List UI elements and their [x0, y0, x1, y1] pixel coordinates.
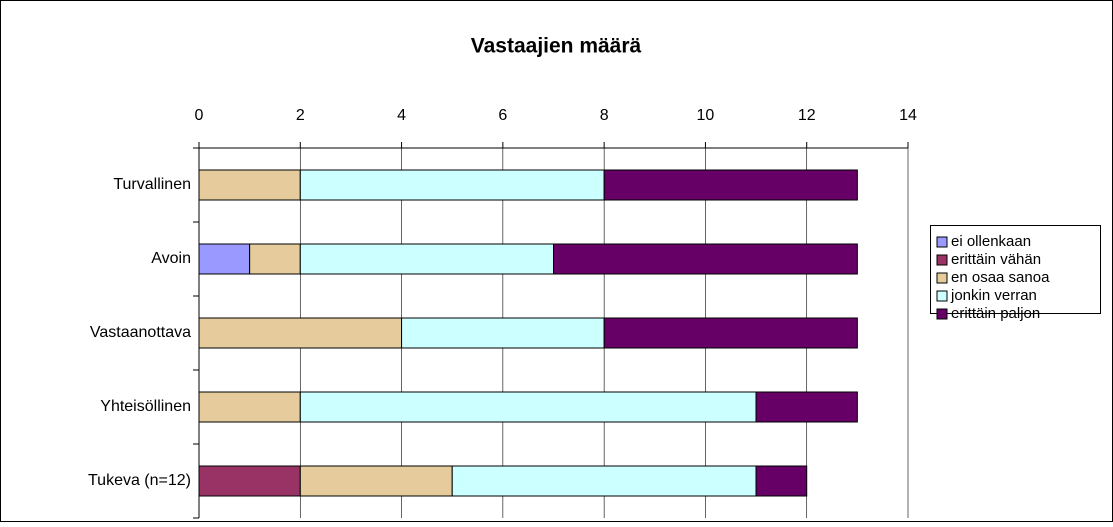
bar-segment — [299, 391, 757, 423]
bar-segment — [451, 465, 757, 497]
bar-segment — [603, 317, 858, 349]
y-tick-label: Avoin — [151, 250, 191, 267]
legend-label: erittäin paljon — [951, 305, 1040, 322]
bar-segment — [249, 243, 301, 275]
legend-label: ei ollenkaan — [951, 233, 1031, 250]
x-tick-label: 6 — [498, 107, 507, 124]
legend-label: erittäin vähän — [951, 251, 1041, 268]
bar-segment — [553, 243, 858, 275]
y-tick-label: Vastaanottava — [90, 324, 191, 341]
x-tick-label: 14 — [899, 107, 917, 124]
bar-segment — [755, 391, 858, 423]
x-tick-label: 8 — [600, 107, 609, 124]
chart-title: Vastaajien määrä — [471, 35, 642, 58]
bar-segment — [299, 243, 554, 275]
bar-segment — [755, 465, 808, 497]
bar-segment — [299, 169, 605, 201]
y-tick-label: Turvallinen — [113, 176, 191, 193]
bar-segment — [198, 243, 251, 275]
bar-segment — [299, 465, 453, 497]
legend-swatch — [936, 290, 948, 302]
legend-label: jonkin verran — [950, 287, 1037, 304]
legend-swatch — [936, 236, 948, 248]
bar-segment — [198, 317, 403, 349]
legend-swatch — [936, 254, 948, 266]
bar-segment — [198, 169, 301, 201]
bar-segment — [198, 465, 301, 497]
legend-box — [930, 225, 1101, 314]
x-tick-label: 12 — [798, 107, 816, 124]
legend-swatch — [936, 272, 948, 284]
legend-label: en osaa sanoa — [951, 269, 1050, 286]
legend-swatch — [936, 308, 948, 320]
x-tick-label: 0 — [195, 107, 204, 124]
bar-segment — [401, 317, 605, 349]
x-tick-label: 4 — [397, 107, 406, 124]
bar-segment — [198, 391, 301, 423]
y-tick-label: Yhteisöllinen — [100, 398, 191, 415]
x-tick-label: 10 — [697, 107, 715, 124]
y-tick-label: Tukeva (n=12) — [88, 472, 191, 489]
x-tick-label: 2 — [296, 107, 305, 124]
bar-segment — [603, 169, 858, 201]
